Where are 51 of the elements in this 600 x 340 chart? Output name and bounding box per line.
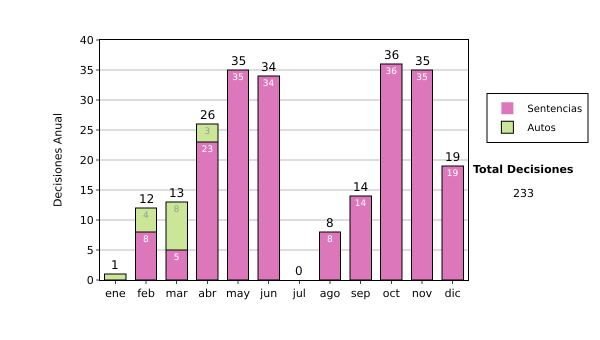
data-label: 5 [174, 253, 180, 263]
x-tick-label: jul [292, 287, 306, 300]
total-label: 0 [295, 264, 303, 278]
data-label: 35 [232, 73, 244, 83]
x-tick-label: mar [166, 287, 188, 300]
legend-label: Autos [527, 123, 556, 134]
data-label: 14 [354, 199, 367, 209]
y-tick-label: 0 [86, 274, 94, 287]
data-label: 4 [143, 211, 149, 221]
data-label: 36 [385, 67, 398, 77]
y-tick-label: 10 [80, 214, 94, 227]
total-label: 35 [231, 54, 246, 68]
y-axis-title: Decisiones Anual [51, 112, 64, 208]
y-tick-label: 25 [80, 124, 94, 137]
x-tick-label: ago [320, 287, 340, 300]
data-label: 8 [174, 205, 180, 215]
data-label: 35 [416, 73, 428, 83]
total-label: 12 [139, 192, 154, 206]
x-tick-label: sep [350, 287, 370, 300]
x-tick-label: nov [412, 287, 433, 300]
data-label: 8 [327, 235, 333, 245]
total-label: 19 [445, 150, 460, 164]
text: Total Decisiones [473, 163, 574, 176]
text: 233 [513, 187, 534, 200]
x-tick-label: feb [137, 287, 155, 300]
data-label: 3 [204, 127, 210, 137]
x-tick-label: abr [198, 287, 217, 300]
y-tick-label: 5 [86, 244, 94, 257]
data-label: 34 [262, 79, 275, 89]
y-tick-label: 35 [80, 64, 94, 77]
x-tick-label: ene [105, 287, 126, 300]
x-tick-label: dic [444, 287, 461, 300]
y-tick-label: 30 [80, 94, 94, 107]
data-label: 19 [446, 169, 459, 179]
total-label: 34 [261, 60, 276, 74]
total-label: 26 [200, 108, 216, 122]
y-tick-label: 40 [80, 34, 94, 47]
y-tick-label: 20 [80, 154, 94, 167]
legend-label: Sentencias [527, 104, 582, 116]
x-tick-label: oct [382, 287, 401, 300]
x-tick-label: jun [259, 287, 278, 300]
data-label: 8 [143, 235, 149, 245]
data-label: 23 [202, 145, 214, 155]
total-label: 14 [353, 180, 368, 194]
x-tick-label: may [226, 287, 250, 300]
total-label: 13 [169, 186, 184, 200]
total-label: 1 [111, 258, 119, 272]
y-tick-label: 15 [80, 184, 94, 197]
total-label: 8 [326, 216, 334, 230]
total-label: 35 [415, 54, 430, 68]
total-label: 36 [384, 48, 400, 62]
